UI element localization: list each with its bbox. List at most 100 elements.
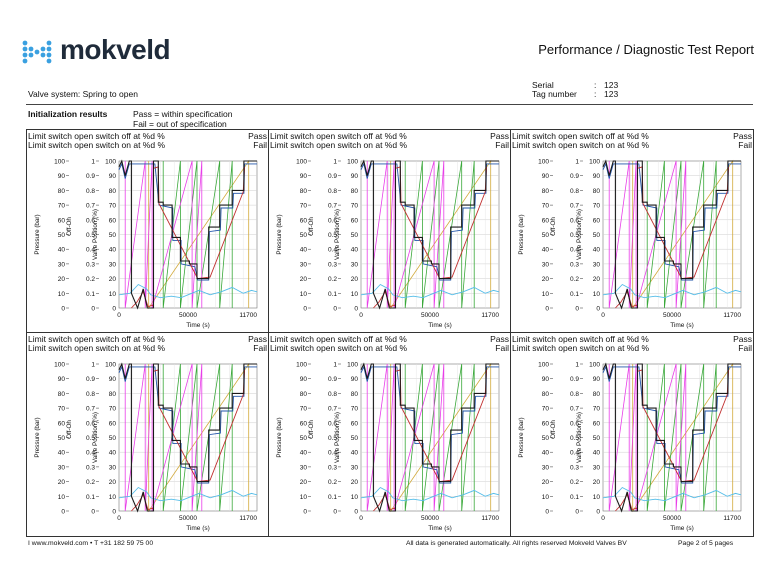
series-line: [360, 365, 499, 484]
valve-position-tick: 20: [593, 479, 601, 486]
off-on-tick: 0.6: [328, 217, 337, 224]
tag-label: Tag number: [532, 89, 577, 99]
pressure-tick: 70: [58, 203, 66, 210]
test-chart: 010203040506070809010000.10.20.30.40.50.…: [518, 362, 741, 533]
x-tick-label: 0: [117, 515, 121, 522]
pressure-tick: 100: [54, 159, 65, 166]
serial-row: Serial:123: [532, 80, 618, 90]
series-line: [360, 362, 499, 513]
limit-switch-on-label: Limit switch open switch on at %d %: [270, 140, 408, 150]
x-tick-label: 50000: [179, 515, 197, 522]
pressure-tick: 70: [542, 203, 550, 210]
pressure-tick: 10: [58, 291, 66, 298]
off-on-tick: 0.5: [86, 232, 95, 239]
off-on-tick: 1: [91, 159, 95, 166]
off-on-tick: 0.7: [86, 203, 95, 210]
pressure-tick: 0: [303, 306, 307, 313]
valve-position-tick: 0: [596, 306, 600, 313]
off-on-tick: 0.1: [570, 494, 579, 501]
fail-status: Fail: [738, 140, 752, 150]
off-on-tick: 0.7: [570, 406, 579, 413]
valve-position-tick: 60: [351, 217, 359, 224]
test-chart: 010203040506070809010000.10.20.30.40.50.…: [34, 159, 257, 330]
off-on-axis-label: Off-On: [550, 420, 557, 439]
valve-position-tick: 70: [351, 203, 359, 210]
valve-position-tick: 30: [351, 261, 359, 268]
off-on-tick: 0.3: [328, 261, 337, 268]
test-chart: 010203040506070809010000.10.20.30.40.50.…: [276, 159, 499, 330]
valve-position-tick: 100: [589, 159, 600, 166]
valve-position-tick: 60: [593, 420, 601, 427]
chart-panel: Limit switch open switch off at %d % Pass…: [269, 130, 511, 333]
off-on-tick: 0.5: [570, 232, 579, 239]
valve-position-tick: 100: [589, 362, 600, 369]
off-on-axis-label: Off-On: [308, 420, 315, 439]
limit-switch-on-label: Limit switch open switch on at %d %: [28, 140, 166, 150]
pressure-tick: 40: [300, 450, 308, 457]
valve-position-tick: 0: [354, 306, 358, 313]
off-on-tick: 0.1: [86, 291, 95, 298]
off-on-tick: 0.1: [570, 291, 579, 298]
valve-position-tick: 10: [109, 494, 117, 501]
footer-page-number: Page 2 of 5 pages: [678, 540, 734, 547]
limit-switch-off-label: Limit switch open switch off at %d %: [270, 131, 407, 141]
fail-status: Fail: [253, 140, 267, 150]
pressure-tick: 50: [300, 232, 308, 239]
pressure-axis-label: Pressure (bar): [518, 417, 525, 457]
off-on-tick: 0.9: [328, 376, 337, 383]
valve-position-tick: 20: [109, 276, 117, 283]
pressure-tick: 70: [58, 406, 66, 413]
off-on-tick: 0.7: [328, 203, 337, 210]
chart-panel: Limit switch open switch off at %d % Pass…: [511, 130, 753, 333]
x-tick-label: 50000: [179, 312, 197, 319]
x-tick-label: 50000: [663, 312, 681, 319]
valve-position-tick: 10: [351, 494, 359, 501]
series-line: [118, 486, 258, 502]
pressure-tick: 0: [61, 306, 65, 313]
off-on-tick: 0.9: [86, 376, 95, 383]
off-on-tick: 0.8: [86, 391, 95, 398]
off-on-tick: 0.5: [328, 232, 337, 239]
pressure-tick: 50: [58, 435, 66, 442]
off-on-tick: 0.2: [328, 276, 337, 283]
off-on-tick: 1: [575, 159, 579, 166]
chart-panel: Limit switch open switch off at %d % Pass…: [27, 130, 269, 333]
series-line: [124, 160, 203, 309]
serial-label: Serial: [532, 80, 554, 90]
off-on-tick: 0: [575, 509, 579, 516]
valve-position-tick: 70: [109, 203, 117, 210]
pressure-tick: 30: [542, 464, 550, 471]
test-chart: 010203040506070809010000.10.20.30.40.50.…: [276, 362, 499, 533]
off-on-tick: 0.3: [328, 464, 337, 471]
x-tick-label: 11700: [723, 312, 741, 319]
valve-position-tick: 40: [351, 247, 359, 254]
valve-position-tick: 50: [593, 232, 601, 239]
tag-colon: :: [594, 89, 597, 99]
valve-position-tick: 90: [593, 376, 601, 383]
x-axis-label: Time (s): [670, 322, 694, 329]
pressure-tick: 80: [58, 188, 66, 195]
pressure-tick: 10: [58, 494, 66, 501]
series-line: [118, 365, 257, 484]
valve-position-axis-label: Valve Position (%): [334, 412, 341, 463]
valve-position-axis-label: Valve Position (%): [576, 412, 583, 463]
pressure-tick: 20: [58, 276, 66, 283]
valve-position-tick: 100: [347, 362, 358, 369]
pressure-tick: 70: [542, 406, 550, 413]
limit-switch-off-label: Limit switch open switch off at %d %: [512, 131, 649, 141]
pressure-axis-label: Pressure (bar): [276, 214, 283, 254]
valve-position-tick: 100: [105, 159, 116, 166]
off-on-tick: 0: [333, 306, 337, 313]
off-on-tick: 1: [575, 362, 579, 369]
valve-position-tick: 40: [593, 247, 601, 254]
valve-position-tick: 90: [351, 173, 359, 180]
init-results-title: Initialization results: [28, 109, 108, 119]
pressure-tick: 20: [542, 276, 550, 283]
pressure-axis-label: Pressure (bar): [34, 417, 41, 457]
off-on-tick: 0.2: [570, 276, 579, 283]
limit-switch-off-label: Limit switch open switch off at %d %: [512, 334, 649, 344]
chart-panel: Limit switch open switch off at %d % Pass…: [27, 333, 269, 536]
chart-panel: Limit switch open switch off at %d % Pass…: [511, 333, 753, 536]
pressure-tick: 80: [58, 391, 66, 398]
off-on-tick: 1: [91, 362, 95, 369]
